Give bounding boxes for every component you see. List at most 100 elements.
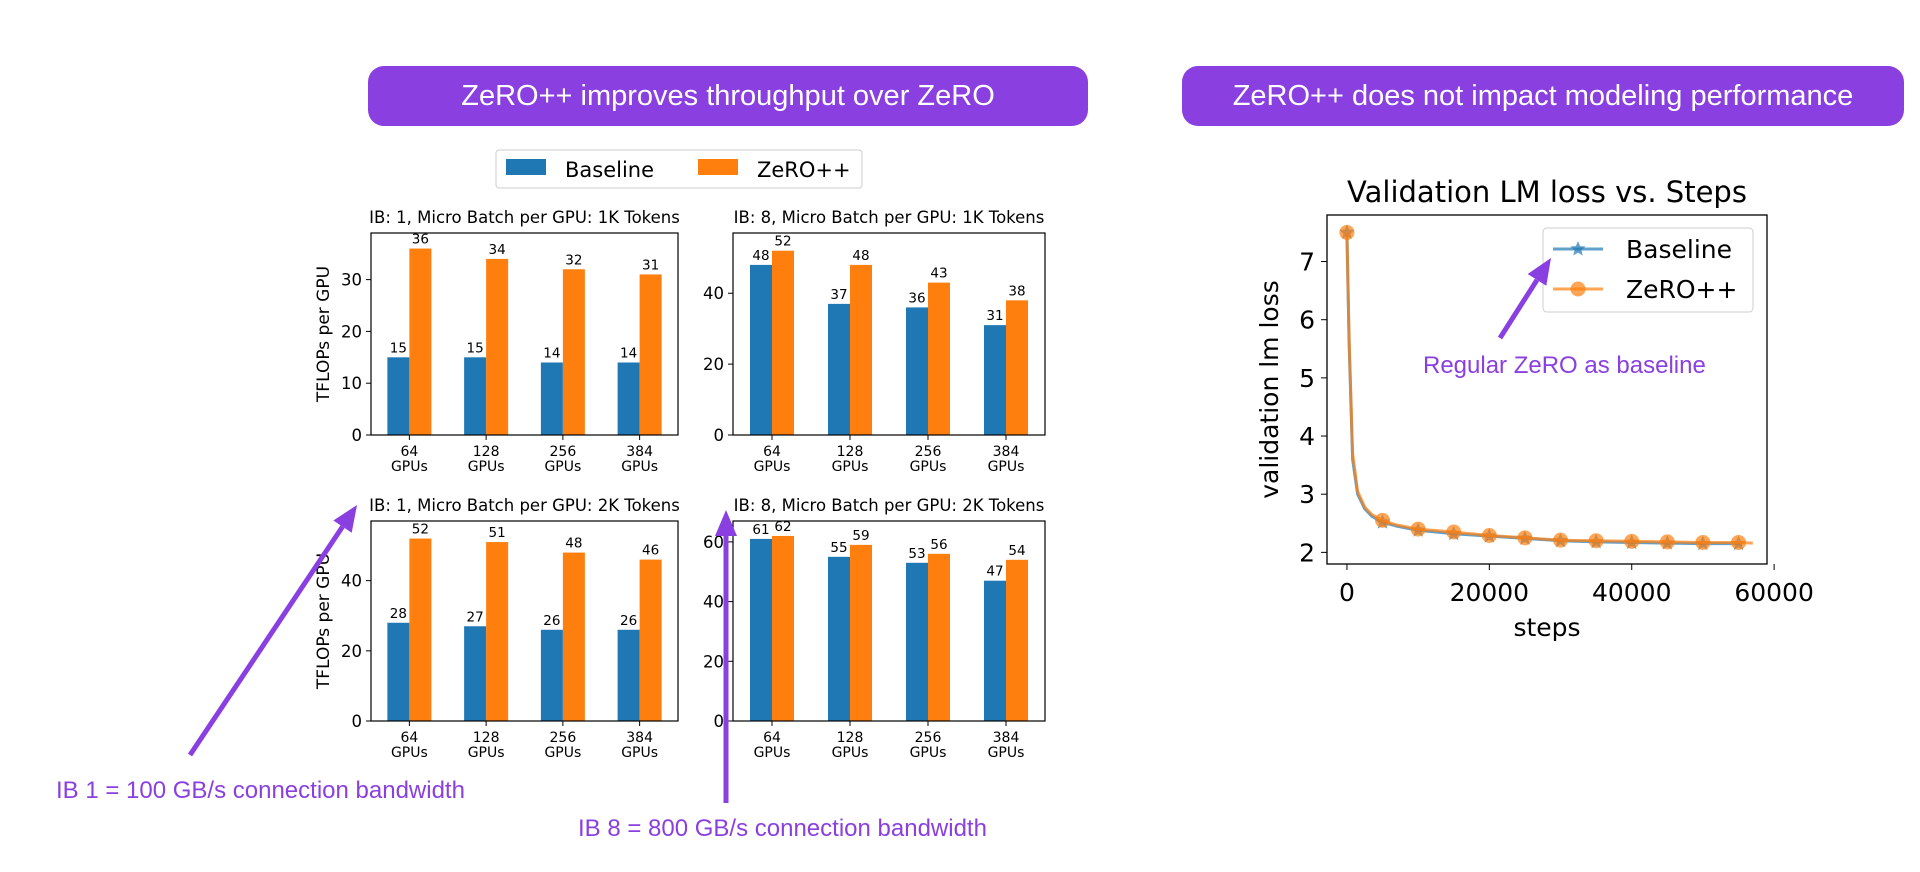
bar-zeropp bbox=[486, 542, 509, 721]
ib1-arrow-head bbox=[333, 505, 357, 533]
loss-y-tick-label: 4 bbox=[1299, 422, 1315, 451]
y-tick-label: 20 bbox=[341, 322, 362, 341]
loss-marker-zeropp bbox=[1624, 533, 1640, 549]
x-tick-label: GPUs bbox=[832, 459, 869, 475]
bar-value-label: 31 bbox=[642, 257, 659, 273]
bar-baseline bbox=[617, 362, 640, 435]
bar-value-label: 14 bbox=[620, 345, 637, 361]
bar-zeropp bbox=[1006, 300, 1028, 435]
bar-value-label: 43 bbox=[930, 266, 947, 282]
ib8-arrow-head bbox=[715, 510, 737, 536]
y-tick-label: 20 bbox=[703, 652, 724, 671]
loss-marker-zeropp bbox=[1695, 534, 1711, 550]
bar-value-label: 32 bbox=[565, 252, 582, 268]
loss-y-tick-label: 7 bbox=[1299, 248, 1315, 277]
bar-value-label: 55 bbox=[830, 540, 847, 556]
loss-y-tick-label: 6 bbox=[1299, 306, 1315, 335]
bar-zeropp bbox=[772, 535, 794, 721]
loss-x-axis-label: steps bbox=[1513, 613, 1580, 642]
bar-value-label: 28 bbox=[390, 606, 407, 622]
legend-swatch-zeropp bbox=[698, 159, 738, 175]
bar-value-label: 53 bbox=[908, 546, 925, 562]
loss-marker-zeropp bbox=[1553, 532, 1569, 548]
bar-value-label: 54 bbox=[1008, 543, 1025, 559]
bar-zeropp bbox=[928, 553, 950, 721]
loss-marker-zeropp bbox=[1517, 530, 1533, 546]
bar-value-label: 47 bbox=[986, 564, 1003, 580]
x-tick-label: GPUs bbox=[988, 459, 1025, 475]
bar-baseline bbox=[464, 626, 487, 721]
y-tick-label: 60 bbox=[703, 533, 724, 552]
bar-value-label: 37 bbox=[830, 287, 847, 303]
bar-value-label: 61 bbox=[752, 522, 769, 538]
bar-baseline bbox=[540, 362, 563, 435]
loss-x-tick-label: 0 bbox=[1339, 578, 1355, 607]
bar-zeropp bbox=[639, 274, 662, 435]
x-tick-label: 256 bbox=[915, 444, 942, 460]
subplot-frame bbox=[370, 520, 679, 722]
loss-y-tick-label: 2 bbox=[1299, 538, 1315, 567]
loss-legend-marker-baseline bbox=[1570, 241, 1586, 256]
x-tick-label: GPUs bbox=[468, 459, 505, 475]
bar-value-label: 36 bbox=[412, 232, 429, 248]
x-tick-label: GPUs bbox=[910, 745, 947, 761]
baseline-arrow-shaft bbox=[1497, 278, 1540, 340]
ib1-arrow-shaft bbox=[187, 525, 345, 757]
x-tick-label: 384 bbox=[993, 444, 1020, 460]
ib8-annotation: IB 8 = 800 GB/s connection bandwidth bbox=[578, 815, 987, 842]
bar-baseline bbox=[906, 562, 928, 721]
x-tick-label: GPUs bbox=[754, 459, 791, 475]
subplot-title: IB: 8, Micro Batch per GPU: 1K Tokens bbox=[734, 208, 1045, 227]
bar-zeropp bbox=[928, 282, 950, 435]
y-tick-label: 0 bbox=[714, 712, 725, 731]
loss-marker-zeropp bbox=[1481, 527, 1497, 543]
bar-value-label: 52 bbox=[774, 234, 791, 250]
loss-y-tick-label: 5 bbox=[1299, 364, 1315, 393]
y-tick-label: 20 bbox=[703, 355, 724, 374]
x-tick-label: GPUs bbox=[621, 459, 658, 475]
subplot-frame bbox=[732, 520, 1046, 722]
bar-zeropp bbox=[409, 538, 432, 721]
bar-value-label: 14 bbox=[543, 345, 560, 361]
loss-legend-label-zeropp: ZeRO++ bbox=[1626, 275, 1737, 304]
y-tick-label: 0 bbox=[714, 426, 725, 445]
loss-marker-zeropp bbox=[1659, 534, 1675, 550]
x-tick-label: 128 bbox=[837, 730, 864, 746]
bar-value-label: 31 bbox=[986, 308, 1003, 324]
bar-value-label: 62 bbox=[774, 519, 791, 535]
bar-baseline bbox=[828, 303, 850, 435]
x-tick-label: GPUs bbox=[988, 745, 1025, 761]
loss-marker-zeropp bbox=[1375, 512, 1391, 528]
x-tick-label: 64 bbox=[763, 730, 781, 746]
subplot-frame bbox=[370, 232, 679, 436]
subplot-title: IB: 1, Micro Batch per GPU: 2K Tokens bbox=[369, 496, 680, 515]
x-tick-label: GPUs bbox=[391, 745, 428, 761]
loss-x-tick-label: 40000 bbox=[1592, 578, 1672, 607]
x-tick-label: 64 bbox=[763, 444, 781, 460]
loss-chart-title: Validation LM loss vs. Steps bbox=[1347, 175, 1747, 209]
bar-baseline bbox=[984, 325, 1006, 435]
x-tick-label: 64 bbox=[400, 444, 418, 460]
subplot-frame bbox=[732, 232, 1046, 436]
bar-zeropp bbox=[772, 250, 794, 435]
bar-baseline bbox=[387, 622, 410, 721]
bar-baseline bbox=[906, 307, 928, 435]
bar-baseline bbox=[617, 629, 640, 721]
bar-value-label: 48 bbox=[565, 536, 582, 552]
bar-value-label: 48 bbox=[752, 248, 769, 264]
x-tick-label: 384 bbox=[993, 730, 1020, 746]
y-tick-label: 40 bbox=[703, 284, 724, 303]
x-tick-label: 256 bbox=[915, 730, 942, 746]
bar-baseline bbox=[750, 538, 772, 721]
y-axis-label: TFLOPs per GPU bbox=[314, 266, 334, 403]
x-tick-label: GPUs bbox=[544, 745, 581, 761]
x-tick-label: 384 bbox=[626, 444, 653, 460]
loss-marker-zeropp bbox=[1731, 534, 1747, 550]
bar-zeropp bbox=[562, 552, 585, 721]
bar-baseline bbox=[750, 264, 772, 435]
bar-baseline bbox=[464, 357, 487, 435]
bar-baseline bbox=[387, 357, 410, 435]
bar-value-label: 56 bbox=[930, 537, 947, 553]
loss-marker-zeropp bbox=[1446, 524, 1462, 540]
